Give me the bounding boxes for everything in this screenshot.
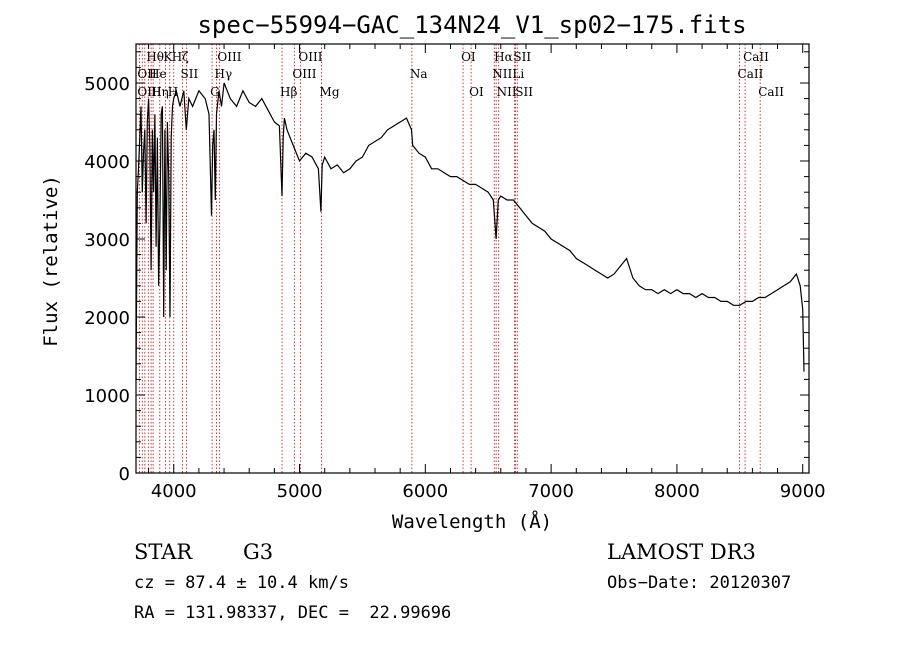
spectral-line-label: OI [461, 50, 476, 64]
observation-date: Obs−Date: 20120307 [607, 573, 792, 593]
x-tick-label: 4000 [151, 481, 197, 502]
spectral-line-label: CaII [758, 85, 784, 99]
y-tick-label: 0 [119, 464, 130, 485]
spectral-line-label: Hα [494, 50, 513, 64]
spectral-line-label: OIII [217, 50, 241, 64]
spectral-line-label: Hγ [215, 67, 233, 81]
x-axis-label: Wavelength (Å) [392, 510, 552, 533]
spectral-line-label: NII [497, 85, 517, 99]
spectrum-series-line [135, 82, 805, 380]
y-tick-label: 3000 [84, 230, 130, 251]
spectral-subclass: G3 [243, 540, 274, 564]
y-axis-ticks: 0 1000 2000 3000 4000 5000 [84, 51, 809, 485]
object-type: STAR [134, 540, 193, 564]
chart-title: spec−55994−GAC_134N24_V1_sp02−175.fits [197, 11, 746, 39]
spectral-line-label: OI [469, 85, 484, 99]
spectral-line-label: SII [513, 50, 531, 64]
spectral-line-label: Na [410, 67, 428, 81]
y-tick-label: 4000 [84, 152, 130, 173]
spectral-line-label: SII [515, 85, 533, 99]
spectral-line-label: CaII [738, 67, 764, 81]
spectral-line-label: G [210, 85, 220, 99]
spectral-line-label: H [168, 85, 178, 99]
spectral-line-label: He [149, 67, 167, 81]
redshift-readout: cz = 87.4 ± 10.4 km/s [134, 573, 349, 593]
spectral-line-label: CaII [743, 50, 769, 64]
x-tick-label: 8000 [654, 481, 700, 502]
spectral-line-label: Hη [151, 85, 169, 99]
spectral-line-label: NII [492, 67, 512, 81]
plot-frame [135, 43, 810, 474]
x-tick-label: 6000 [402, 481, 448, 502]
spectral-line-label: Mg [320, 85, 340, 99]
spectral-line-label: Li [512, 67, 524, 81]
x-axis-ticks: 4000 5000 6000 7000 8000 9000 [148, 44, 826, 502]
y-axis-label: Flux (relative) [40, 175, 62, 347]
survey-name: LAMOST DR3 [607, 540, 756, 564]
spectral-line-label: K [163, 50, 173, 64]
x-tick-label: 7000 [528, 481, 574, 502]
y-tick-label: 1000 [84, 386, 130, 407]
spectral-line-label: Hβ [280, 85, 297, 99]
spectral-line-markers [138, 44, 761, 473]
x-tick-label: 5000 [277, 481, 323, 502]
spectral-line-label: Hθ [146, 50, 164, 64]
spectral-line-label: SII [181, 67, 199, 81]
coordinates-readout: RA = 131.98337, DEC = 22.99696 [134, 603, 452, 623]
spectral-line-label: OIII [298, 50, 322, 64]
spectral-line-labels: Hθ OII OIII He Hη K H Hζ SII OIII Hγ G Hβ OIII OIII Mg N… [137, 50, 784, 99]
spectral-line-label: OIII [292, 67, 316, 81]
y-tick-label: 5000 [84, 74, 130, 95]
y-tick-label: 2000 [84, 308, 130, 329]
spectral-line-label: Hζ [172, 50, 189, 64]
x-tick-label: 9000 [780, 481, 826, 502]
spectral-line-label: OIII [137, 85, 161, 99]
spectral-line-label: OII [137, 67, 157, 81]
